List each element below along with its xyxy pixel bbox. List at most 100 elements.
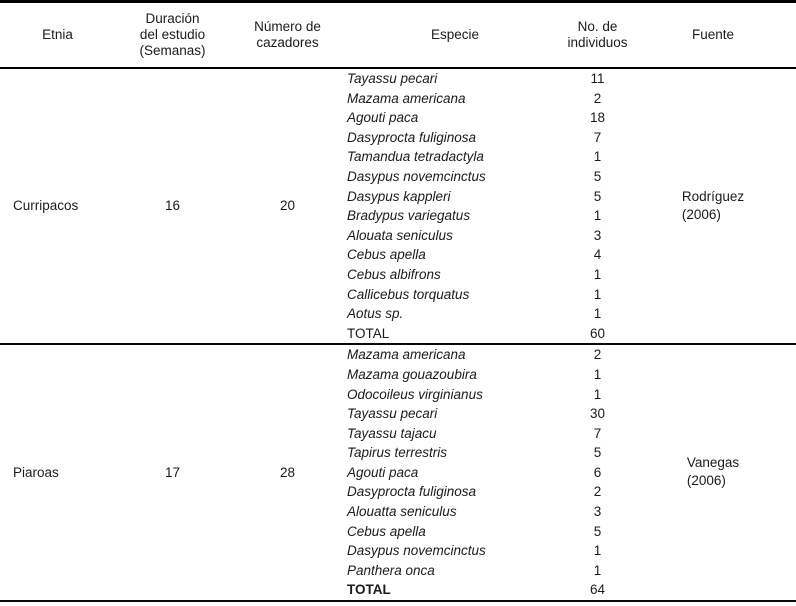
- table-row: Alouata seniculus 3: [0, 226, 796, 246]
- table-row: TOTAL 64: [0, 580, 796, 601]
- species-name-cell: Cebus apella: [347, 523, 426, 539]
- table-header: Etnia Duración del estudio (Semanas) Núm…: [0, 1, 796, 69]
- table-row: Dasypus novemcinctus 5: [0, 167, 796, 187]
- species-name-cell: Cebus albifrons: [347, 266, 441, 282]
- species-name-cell: Dasypus novemcinctus: [347, 543, 486, 559]
- species-name-cell: Aotus sp.: [347, 306, 404, 322]
- species-name-cell: Alouata seniculus: [347, 227, 453, 243]
- table-row: Odocoileus virginianus 1: [0, 385, 796, 405]
- individuals-count-cell: 5: [593, 168, 602, 184]
- individuals-count-cell: 11: [590, 71, 605, 86]
- etnia-cell: Piaroas: [13, 464, 59, 480]
- ethnic-group-block: Curripacos 16 20 Tayassu pecari 11 Rodríguez …: [0, 68, 796, 345]
- table-row: Tayassu tajacu 7: [0, 424, 796, 444]
- species-name-cell: Dasyprocta fuliginosa: [347, 129, 477, 145]
- species-name-cell: Agouti paca: [347, 110, 419, 126]
- table-row: Agouti paca 6: [0, 463, 796, 483]
- table-row: Tamandua tetradactyla 1: [0, 147, 796, 167]
- individuals-count-cell: 4: [593, 247, 602, 263]
- species-name-cell: Dasyprocta fuliginosa: [347, 484, 477, 500]
- individuals-count-cell: 5: [593, 445, 602, 461]
- individuals-count-cell: 1: [593, 286, 602, 302]
- species-name-cell: Bradypus variegatus: [347, 208, 471, 224]
- column-header-duracion: Duración del estudio (Semanas): [115, 1, 230, 69]
- individuals-count-cell: 1: [593, 266, 602, 282]
- species-name-cell: Mazama americana: [347, 347, 466, 363]
- table-row: Piaroas 17 28 Mazama americana 2 Vanegas (200…: [0, 344, 796, 488]
- species-name-cell: Tamandua tetradactyla: [347, 149, 484, 165]
- total-label-cell: TOTAL: [347, 582, 391, 598]
- species-name-cell: Alouatta seniculus: [347, 504, 457, 520]
- species-name-cell: Mazama gouazoubira: [347, 366, 477, 382]
- individuals-count-cell: 6: [593, 464, 602, 480]
- individuals-count-cell: 5: [593, 188, 602, 204]
- cazadores-cell: 20: [279, 198, 296, 214]
- table-row: Agouti paca 18: [0, 108, 796, 128]
- individuals-count-cell: 1: [593, 366, 602, 382]
- table-row: Dasyprocta fuliginosa 7: [0, 128, 796, 148]
- individuals-count-cell: 7: [593, 129, 602, 145]
- fuente-cell: Vanegas (2006): [630, 344, 796, 601]
- individuals-count-cell: 2: [593, 484, 602, 500]
- individuals-count-cell: 3: [593, 504, 602, 520]
- species-name-cell: Dasypus kappleri: [347, 188, 451, 204]
- individuals-count-cell: 3: [593, 227, 602, 243]
- species-name-cell: Tayassu pecari: [347, 406, 438, 422]
- individuals-count-cell: 7: [593, 425, 602, 441]
- etnia-cell: Curripacos: [13, 198, 79, 214]
- fuente-cell: Rodríguez (2006): [630, 68, 796, 344]
- individuals-count-cell: 30: [589, 406, 606, 422]
- table-row: Callicebus torquatus 1: [0, 285, 796, 305]
- species-name-cell: Cebus apella: [347, 247, 426, 263]
- header-row: Etnia Duración del estudio (Semanas) Núm…: [0, 1, 796, 69]
- duracion-cell: 17: [164, 464, 181, 480]
- table-row: Dasyprocta fuliginosa 2: [0, 482, 796, 502]
- table-row: Dasypus novemcinctus 1: [0, 541, 796, 561]
- column-header-fuente: Fuente: [630, 1, 796, 69]
- column-header-individuos: No. de individuos: [565, 1, 630, 69]
- fuente-citation: Vanegas (2006): [686, 455, 740, 489]
- individuals-count-cell: 1: [593, 562, 602, 578]
- cazadores-cell: 28: [279, 464, 296, 480]
- column-header-etnia: Etnia: [0, 1, 115, 69]
- total-label-cell: TOTAL: [347, 325, 390, 341]
- duracion-cell: 16: [164, 198, 181, 214]
- column-header-cazadores: Número de cazadores: [230, 1, 345, 69]
- species-name-cell: Agouti paca: [347, 464, 419, 480]
- individuals-count-cell: 1: [593, 149, 602, 165]
- total-count-cell: 64: [589, 582, 606, 598]
- table-row: Tayassu pecari 30: [0, 404, 796, 424]
- species-name-cell: Tayassu tajacu: [347, 425, 437, 441]
- species-name-cell: Odocoileus virginianus: [347, 386, 483, 402]
- individuals-count-cell: 1: [593, 208, 602, 224]
- table-row: Cebus albifrons 1: [0, 265, 796, 285]
- species-name-cell: Tapirus terrestris: [347, 445, 448, 461]
- table-row: Curripacos 16 20 Tayassu pecari 11 Rodríguez …: [0, 68, 796, 222]
- species-name-cell: Mazama americana: [347, 90, 466, 106]
- column-header-especie: Especie: [345, 1, 565, 69]
- species-name-cell: Callicebus torquatus: [347, 286, 470, 302]
- individuals-count-cell: 1: [593, 543, 602, 559]
- total-count-cell: 60: [589, 325, 606, 341]
- table-row: Mazama gouazoubira 1: [0, 365, 796, 385]
- individuals-count-cell: 1: [593, 386, 602, 402]
- table-row: Cebus apella 4: [0, 245, 796, 265]
- table-row: Cebus apella 5: [0, 522, 796, 542]
- table-row: Panthera onca 1: [0, 561, 796, 581]
- table-row: Bradypus variegatus 1: [0, 206, 796, 226]
- individuals-count-cell: 1: [593, 306, 602, 322]
- table-row: TOTAL 60: [0, 324, 796, 345]
- individuals-count-cell: 5: [593, 523, 602, 539]
- table-row: Dasypus kappleri 5: [0, 187, 796, 207]
- fuente-citation: Rodríguez (2006): [681, 188, 745, 222]
- species-name-cell: Dasypus novemcinctus: [347, 168, 486, 184]
- table-row: Alouatta seniculus 3: [0, 502, 796, 522]
- table-row: Mazama americana 2: [0, 89, 796, 109]
- species-name-cell: Tayassu pecari: [347, 71, 438, 86]
- table-row: Aotus sp. 1: [0, 304, 796, 324]
- individuals-count-cell: 18: [589, 110, 606, 126]
- ethnic-group-block: Piaroas 17 28 Mazama americana 2 Vanegas (200…: [0, 344, 796, 602]
- table-row: Tapirus terrestris 5: [0, 443, 796, 463]
